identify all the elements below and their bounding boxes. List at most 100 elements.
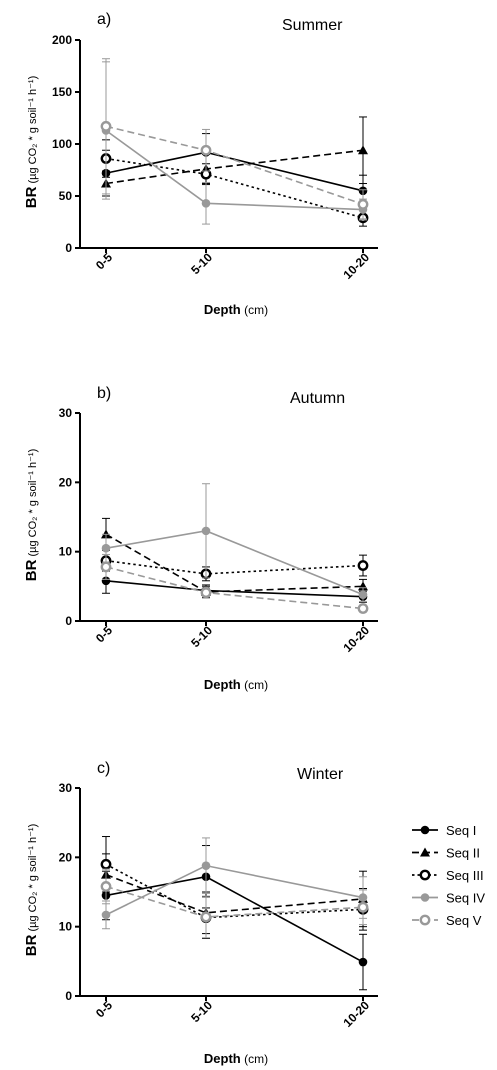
legend-item: Seq II	[412, 846, 480, 861]
legend-label: Seq IV	[446, 891, 485, 906]
data-point	[358, 957, 368, 967]
series-line	[105, 873, 364, 914]
legend-item: Seq III	[412, 868, 484, 883]
series-seq-ii	[101, 517, 368, 598]
data-point	[100, 858, 112, 870]
data-point	[100, 561, 112, 573]
x-axis-label-bold: Depth	[204, 302, 241, 317]
series-line	[105, 559, 364, 575]
data-point	[101, 576, 111, 586]
season-title: Autumn	[290, 390, 345, 407]
x-tick-label: 10-20	[341, 623, 373, 655]
legend: Seq I Seq II Seq III Seq IV Seq V	[412, 823, 485, 928]
series-seq-i	[101, 845, 368, 991]
x-axis-label-unit: (cm)	[241, 1052, 268, 1066]
y-axis-label-unit: (µg CO₂ * g soil⁻¹ h⁻¹)	[27, 824, 39, 935]
y-axis-label: BR (µg CO₂ * g soil⁻¹ h⁻¹)	[23, 449, 40, 582]
legend-label: Seq III	[446, 868, 484, 883]
data-point	[357, 901, 369, 913]
legend-label: Seq II	[446, 846, 480, 861]
y-axis-label-unit: (µg CO₂ * g soil⁻¹ h⁻¹)	[27, 76, 39, 187]
data-point	[200, 587, 212, 598]
x-tick-label: 5-10	[188, 250, 215, 277]
x-tick-label: 5-10	[188, 998, 215, 1025]
x-tick-label: 5-10	[188, 623, 215, 650]
x-tick-label: 0-5	[93, 623, 115, 645]
series-line	[105, 149, 364, 185]
x-tick-label: 0-5	[93, 250, 115, 272]
data-point	[101, 543, 111, 553]
series-seq-ii	[101, 853, 368, 935]
y-tick-label: 200	[52, 33, 72, 47]
legend-label: Seq I	[446, 823, 476, 838]
data-point	[200, 144, 212, 156]
y-tick-label: 0	[65, 989, 72, 1003]
panel-label: b)	[97, 385, 111, 402]
y-axis-label-unit: (µg CO₂ * g soil⁻¹ h⁻¹)	[27, 449, 39, 560]
legend-marker	[420, 847, 430, 857]
legend-item: Seq IV	[412, 891, 485, 906]
series-seq-v	[100, 553, 369, 614]
series-line	[105, 864, 364, 916]
y-tick-label: 0	[65, 614, 72, 628]
x-axis-label-unit: (cm)	[241, 678, 268, 692]
data-point	[358, 590, 368, 599]
chart-panel-summer: 0 50 100 150 200 0-5 5-10 10-20 a) Summer BR (µg C…	[23, 11, 378, 317]
data-point	[201, 198, 211, 208]
data-point	[100, 120, 112, 132]
legend-marker	[419, 869, 431, 881]
y-tick-label: 10	[59, 545, 73, 559]
y-tick-label: 30	[59, 781, 73, 795]
x-axis-label: Depth (cm)	[204, 677, 268, 692]
y-tick-label: 20	[59, 475, 73, 489]
data-point	[200, 911, 212, 923]
series-seq-i	[101, 567, 368, 603]
series-seq-i	[101, 133, 368, 207]
panel-label: c)	[97, 760, 110, 777]
legend-marker	[419, 914, 431, 926]
y-tick-label: 20	[59, 850, 73, 864]
y-axis-label-bold: BR	[23, 934, 40, 956]
x-axis-label-bold: Depth	[204, 1051, 241, 1066]
series-line	[105, 157, 364, 219]
x-axis-label: Depth (cm)	[204, 1051, 268, 1066]
chart-panel-winter: 0 10 20 30 0-5 5-10 10-20 c) Winter BR (µg CO₂ * …	[23, 760, 378, 1066]
data-point	[201, 526, 211, 536]
legend-marker	[420, 825, 430, 835]
y-tick-label: 100	[52, 137, 72, 151]
season-title: Winter	[297, 766, 344, 783]
x-tick-label: 10-20	[341, 998, 373, 1030]
y-tick-label: 10	[59, 920, 73, 934]
data-point	[358, 145, 368, 155]
data-point	[357, 603, 369, 614]
x-axis-label-bold: Depth	[204, 677, 241, 692]
y-tick-label: 30	[59, 406, 73, 420]
x-tick-label: 0-5	[93, 998, 115, 1020]
panel-label: a)	[97, 11, 111, 28]
legend-item: Seq V	[412, 913, 482, 928]
series-seq-iii	[100, 139, 369, 227]
legend-marker	[420, 893, 430, 902]
series-line	[105, 579, 364, 598]
y-tick-label: 50	[59, 189, 73, 203]
x-axis-label-unit: (cm)	[241, 303, 268, 317]
data-point	[357, 198, 369, 210]
season-title: Summer	[282, 17, 343, 34]
data-point	[100, 881, 112, 892]
y-tick-label: 0	[65, 241, 72, 255]
y-axis-label-bold: BR	[23, 559, 40, 581]
x-axis-label: Depth (cm)	[204, 302, 268, 317]
y-axis-label-bold: BR	[23, 186, 40, 208]
series-line	[105, 129, 364, 211]
x-tick-label: 10-20	[341, 250, 373, 282]
data-point	[101, 910, 111, 920]
legend-item: Seq I	[412, 823, 476, 838]
series-seq-v	[100, 868, 369, 939]
y-axis-label: BR (µg CO₂ * g soil⁻¹ h⁻¹)	[23, 76, 40, 209]
data-point	[357, 560, 369, 571]
data-point	[201, 861, 211, 870]
series-seq-iv	[101, 61, 368, 225]
y-tick-label: 150	[52, 85, 72, 99]
y-axis-label: BR (µg CO₂ * g soil⁻¹ h⁻¹)	[23, 824, 40, 957]
